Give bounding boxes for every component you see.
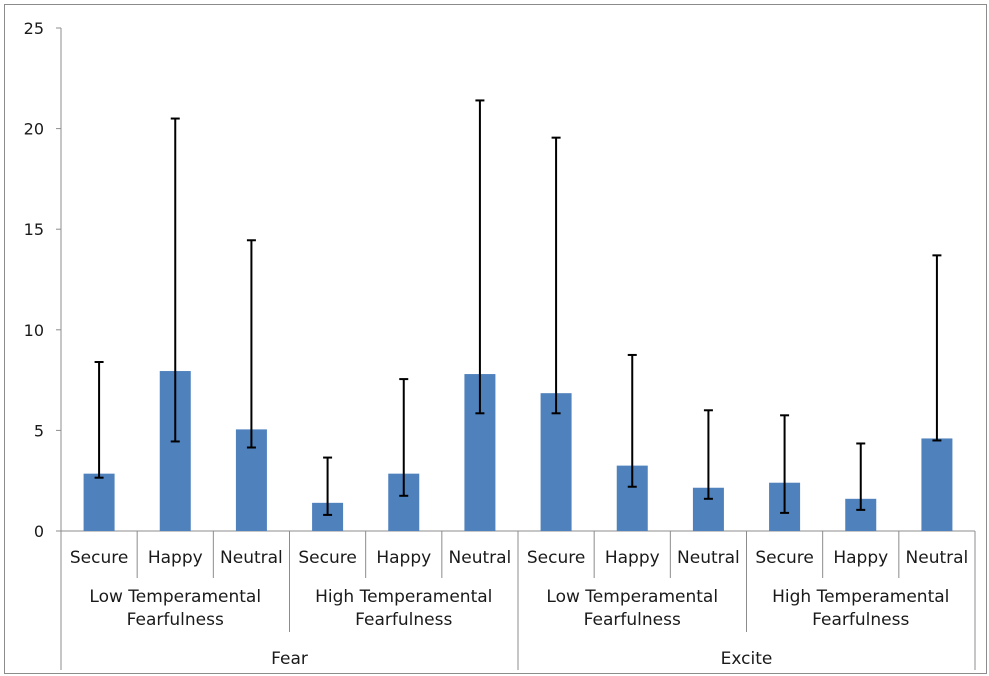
- y-tick-label: 5: [34, 421, 44, 440]
- x-category-label: Secure: [527, 548, 585, 568]
- y-tick-label: 20: [24, 120, 44, 139]
- x-category-label: Neutral: [220, 548, 283, 568]
- x-category-label: Happy: [148, 548, 203, 568]
- x-category-label: Happy: [833, 548, 888, 568]
- x-group-label: High Temperamental: [315, 587, 492, 607]
- x-category-label: Secure: [70, 548, 128, 568]
- x-group-label: Fearfulness: [127, 610, 224, 630]
- x-group-label: Fearfulness: [584, 610, 681, 630]
- y-tick-label: 0: [34, 522, 44, 541]
- x-group-label: Fearfulness: [355, 610, 452, 630]
- bar: [83, 473, 115, 531]
- y-tick-label: 10: [24, 321, 44, 340]
- y-tick-label: 15: [24, 220, 44, 239]
- chart-frame: [4, 4, 987, 674]
- x-category-label: Neutral: [677, 548, 740, 568]
- x-category-label: Secure: [755, 548, 813, 568]
- x-category-label: Neutral: [449, 548, 512, 568]
- x-group-label: Low Temperamental: [89, 587, 261, 607]
- x-category-label: Secure: [298, 548, 356, 568]
- x-category-label: Happy: [376, 548, 431, 568]
- bar: [540, 393, 572, 531]
- x-top-group-label: Fear: [271, 649, 308, 669]
- y-tick-label: 25: [24, 19, 44, 38]
- bar: [921, 438, 953, 531]
- x-group-label: Low Temperamental: [546, 587, 718, 607]
- x-category-label: Happy: [605, 548, 660, 568]
- x-top-group-label: Excite: [721, 649, 773, 669]
- x-category-label: Neutral: [906, 548, 969, 568]
- x-group-label: Fearfulness: [812, 610, 909, 630]
- x-group-label: High Temperamental: [772, 587, 949, 607]
